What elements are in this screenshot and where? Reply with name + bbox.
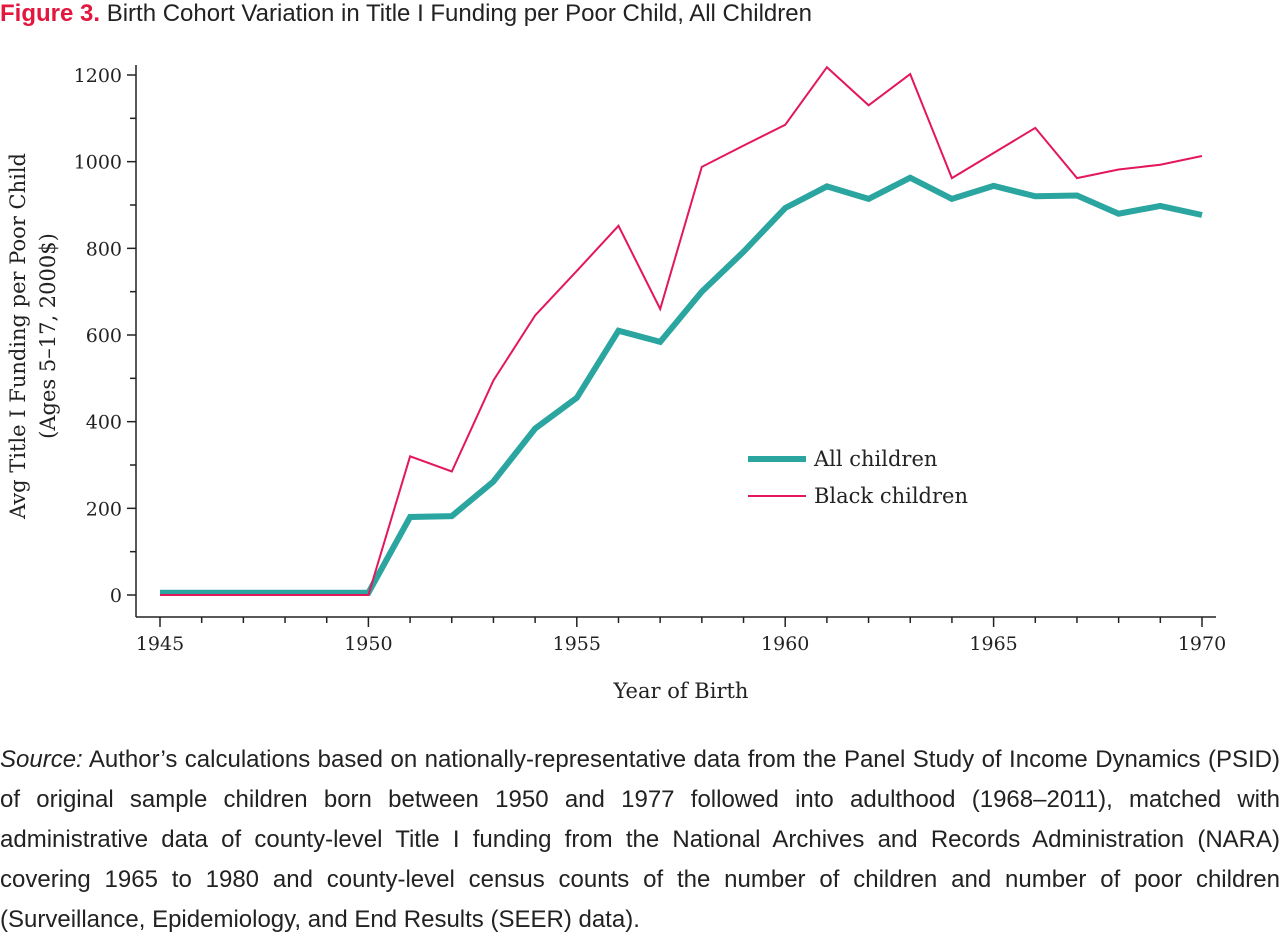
x-tick-label: 1970 [1178,633,1226,655]
figure-label: Figure 3. [0,0,100,27]
source-text: Author’s calculations based on nationall… [0,746,1280,933]
y-tick-label: 600 [86,325,122,347]
y-axis-title-line: (Ages 5–17, 2000$) [36,233,60,439]
x-tick-label: 1950 [344,633,392,655]
x-tick-label: 1960 [761,633,809,655]
source-note: Source: Author’s calculations based on n… [0,740,1280,940]
y-axis-title-line: Avg Title I Funding per Poor Child [6,153,30,520]
y-tick-label: 1000 [74,152,122,174]
y-tick-label: 400 [86,412,122,434]
y-tick-label: 200 [86,498,122,520]
legend-label-black-children: Black children [814,484,968,508]
x-axis-title: Year of Birth [613,679,749,703]
y-axis-title: Avg Title I Funding per Poor Child(Ages … [6,153,60,520]
x-tick-label: 1955 [553,633,601,655]
figure-title: Figure 3. Birth Cohort Variation in Titl… [0,0,1280,28]
chart-series [160,67,1202,595]
series-line-black-children [160,67,1202,595]
line-chart: 0 200 400 600 800 1000 1200 1945 1950 1955 1960 196… [0,40,1280,730]
source-label: Source: [0,746,83,773]
chart-axes: 0 200 400 600 800 1000 1200 1945 1950 1955 1960 196… [74,65,1227,655]
x-tick-label: 1965 [969,633,1017,655]
x-tick-label: 1945 [136,633,184,655]
y-tick-label: 800 [86,238,122,260]
chart-legend: All children Black children [748,447,968,508]
y-tick-label: 1200 [74,65,122,87]
legend-label-all-children: All children [813,447,937,471]
figure-title-text: Birth Cohort Variation in Title I Fundin… [107,0,812,27]
y-tick-label: 0 [110,585,122,607]
